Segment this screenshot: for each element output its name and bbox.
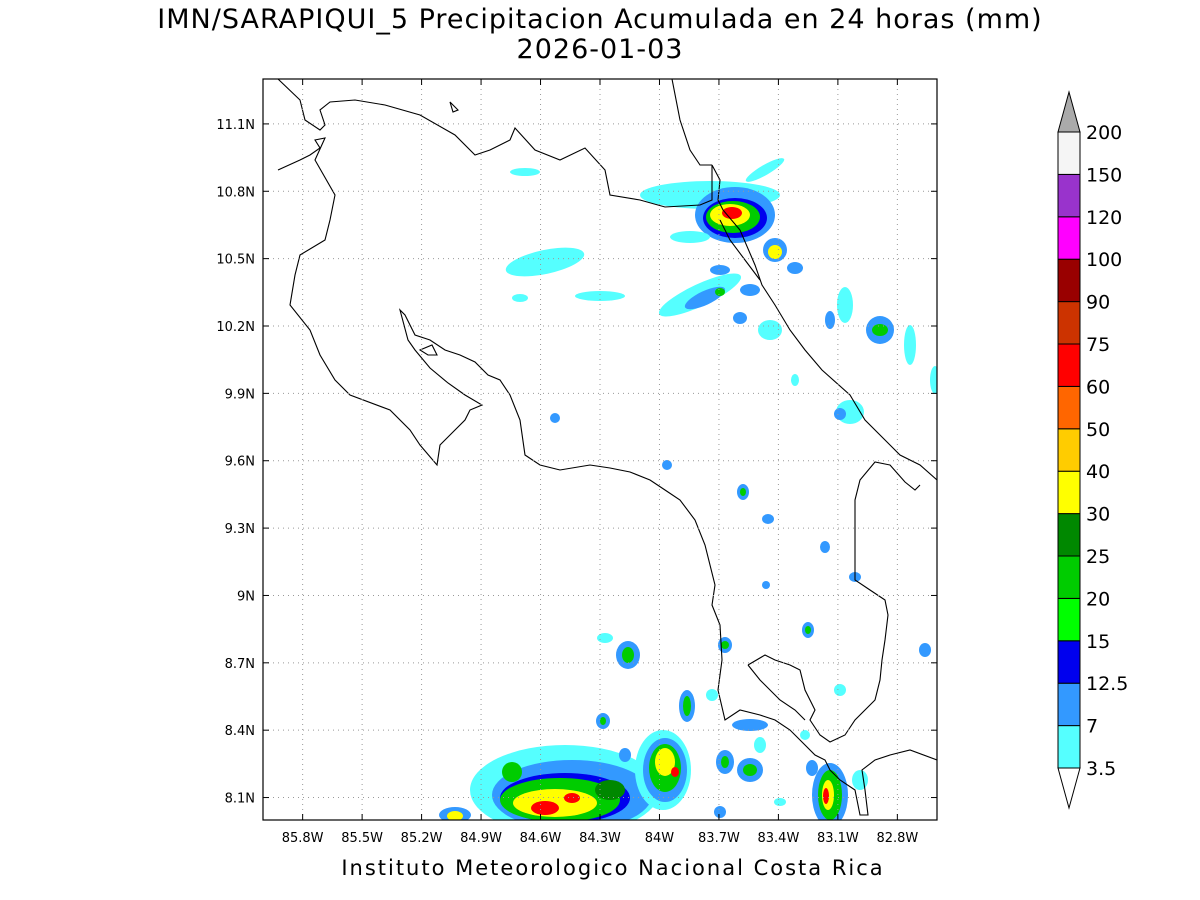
colorbar-label: 15: [1086, 631, 1110, 653]
colorbar-swatch: [1057, 428, 1081, 472]
precipitation-field: [439, 158, 937, 820]
colorbar-swatch: [1057, 682, 1081, 727]
colorbar-label: 3.5: [1086, 758, 1116, 780]
chart-date: 2026-01-03: [516, 34, 684, 65]
colorbar-swatch: [1057, 131, 1081, 175]
lon-tick-label: 84.6W: [520, 831, 562, 846]
colorbar-swatch: [1057, 385, 1081, 430]
coastline: [277, 79, 937, 816]
colorbar-label: 20: [1086, 588, 1110, 610]
colorbar-label: 7: [1086, 716, 1098, 738]
lon-tick-label: 85.8W: [282, 831, 324, 846]
colorbar-label: 30: [1086, 504, 1110, 526]
colorbar-swatch: [1057, 640, 1081, 684]
colorbar-label: 120: [1086, 207, 1122, 229]
colorbar-swatch: [1057, 555, 1081, 599]
lat-tick-label: 10.5N: [216, 253, 255, 268]
grid: [263, 79, 937, 820]
lon-tick-label: 83.4W: [758, 831, 800, 846]
map-axes: 85.8W 85.5W 85.2W 84.9W 84.6W 84.3W 84W 83.7W 83…: [216, 79, 937, 846]
lon-tick-label: 83.7W: [698, 831, 740, 846]
lat-tick-label: 9.6N: [225, 455, 255, 470]
colorbar-swatch: [1057, 597, 1081, 642]
lon-tick-label: 85.2W: [401, 831, 443, 846]
colorbar-label: 40: [1086, 461, 1110, 483]
lat-tick-label: 8.4N: [225, 724, 255, 739]
colorbar-label: 100: [1086, 249, 1122, 271]
lat-tick-label: 8.7N: [225, 657, 255, 672]
lat-tick-label: 11.1N: [216, 118, 255, 133]
lat-tick-label: 9.9N: [225, 387, 255, 402]
lon-tick-label: 82.8W: [876, 831, 918, 846]
lon-tick-label: 83.1W: [817, 831, 859, 846]
colorbar-label: 12.5: [1086, 673, 1128, 695]
colorbar-swatch: [1057, 470, 1081, 515]
colorbar-swatch: [1057, 216, 1081, 260]
colorbar-label: 90: [1086, 292, 1110, 314]
colorbar-arrow-low: [1057, 767, 1081, 810]
colorbar-label: 50: [1086, 419, 1110, 441]
lat-tick-label: 8.1N: [225, 792, 255, 807]
lon-tick-label: 84W: [645, 831, 675, 846]
colorbar-label: 25: [1086, 546, 1110, 568]
lon-tick-label: 84.9W: [460, 831, 502, 846]
colorbar-label: 75: [1086, 334, 1110, 356]
colorbar-swatch: [1057, 258, 1081, 303]
colorbar-label: 150: [1086, 164, 1122, 186]
colorbar-legend: 3.5 7 12.5 15 20 25 30 40 50 60 75 90 100 120 150 200: [1057, 90, 1128, 810]
colorbar-swatch: [1057, 513, 1081, 557]
footer-credit: Instituto Meteorologico Nacional Costa R…: [341, 856, 885, 880]
colorbar-swatch: [1057, 173, 1081, 218]
lat-tick-label: 10.2N: [216, 320, 255, 335]
colorbar-label: 200: [1086, 122, 1122, 144]
lat-tick-label: 10.8N: [216, 185, 255, 200]
lat-tick-label: 9N: [237, 589, 255, 604]
colorbar-arrow-high: [1057, 90, 1081, 133]
lon-tick-label: 85.5W: [341, 831, 383, 846]
chart-title: IMN/SARAPIQUI_5 Precipitacion Acumulada …: [157, 4, 1043, 35]
colorbar-swatch: [1057, 343, 1081, 387]
colorbar-label: 60: [1086, 376, 1110, 398]
lon-tick-label: 84.3W: [579, 831, 621, 846]
colorbar-swatch: [1057, 301, 1081, 345]
colorbar-swatch: [1057, 725, 1081, 769]
lat-tick-label: 9.3N: [225, 522, 255, 537]
